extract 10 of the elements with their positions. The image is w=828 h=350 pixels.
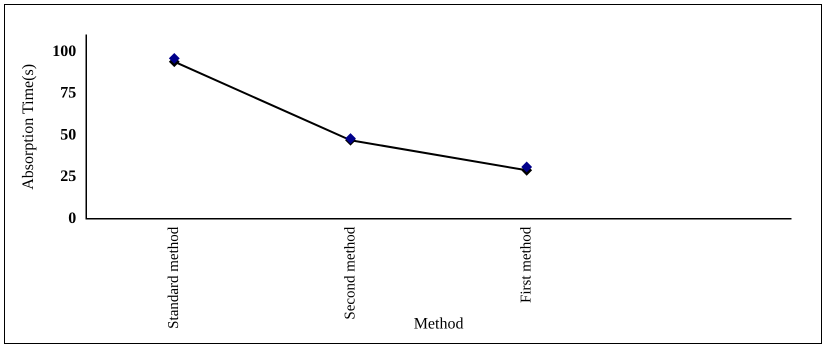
x-tick-label: Second method [342,226,358,320]
x-tick-label: First method [518,226,535,304]
y-tick-label: 50 [60,126,76,144]
x-tick-label: Standard method [166,226,182,329]
y-tick-label: 25 [60,168,76,186]
x-axis-title: Method [414,316,464,333]
y-tick-label: 75 [60,84,76,102]
y-tick-label: 0 [68,210,76,227]
y-tick-label: 100 [52,42,76,60]
y-axis-title: Absorption Time(s) [20,64,37,190]
